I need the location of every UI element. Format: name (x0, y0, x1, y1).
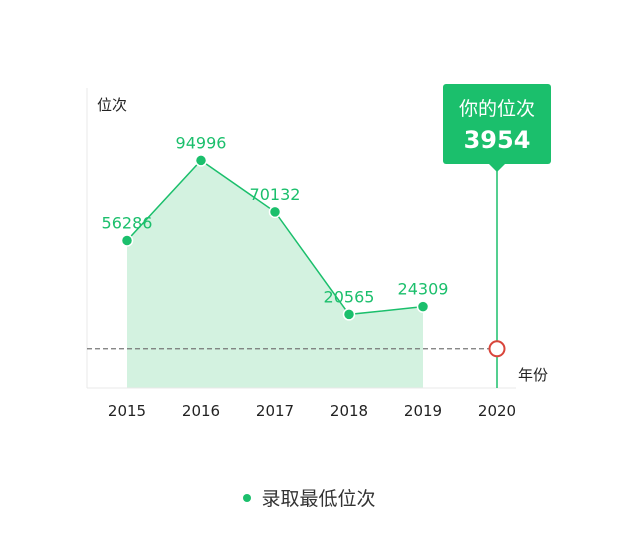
x-tick-label: 2018 (330, 402, 368, 420)
tooltip-pointer (489, 164, 505, 172)
x-axis-title: 年份 (518, 366, 548, 384)
data-point (194, 154, 208, 167)
data-point (416, 300, 430, 313)
tooltip-value: 3954 (464, 126, 531, 154)
highlight-marker (488, 340, 506, 358)
x-tick-label: 2020 (478, 402, 516, 420)
data-label: 56286 (102, 214, 153, 233)
tooltip-title: 你的位次 (459, 98, 535, 120)
x-tick-label: 2019 (404, 402, 442, 420)
y-axis-title: 位次 (97, 96, 127, 114)
data-point (268, 205, 282, 219)
legend-label: 录取最低位次 (261, 489, 376, 510)
x-tick-label: 2017 (256, 402, 294, 420)
series-area (127, 160, 423, 388)
data-point (342, 308, 356, 321)
data-label: 70132 (250, 185, 301, 204)
legend[interactable]: 录取最低位次 (0, 484, 619, 511)
legend-marker (243, 493, 252, 502)
data-label: 94996 (176, 133, 227, 152)
data-label: 20565 (324, 287, 375, 306)
data-label: 24309 (398, 280, 449, 299)
data-point (120, 234, 134, 247)
x-tick-label: 2015 (108, 402, 146, 420)
x-tick-label: 2016 (182, 402, 220, 420)
tooltip-box (443, 84, 551, 164)
